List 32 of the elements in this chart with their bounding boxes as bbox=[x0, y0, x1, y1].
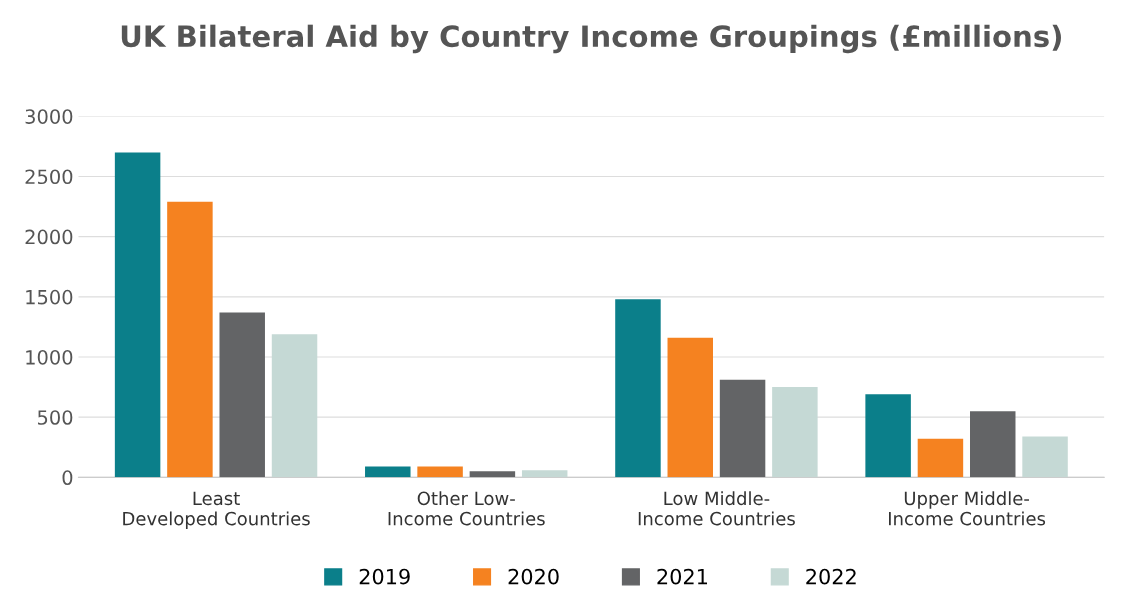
bar bbox=[271, 334, 318, 478]
bar bbox=[114, 152, 161, 478]
bar bbox=[167, 201, 213, 478]
y-tick-label: 0 bbox=[62, 470, 73, 486]
legend-label: 2020 bbox=[508, 568, 559, 585]
bar bbox=[970, 411, 1016, 478]
bar bbox=[1022, 436, 1068, 478]
y-tick-label: 1500 bbox=[26, 289, 73, 305]
x-tick-label: Other Low- Income Countries bbox=[388, 491, 545, 526]
y-tick-label: 2500 bbox=[25, 169, 73, 185]
y-tick-label: 1000 bbox=[26, 349, 73, 365]
chart-title: UK Bilateral Aid by Country Income Groupings (£millions) bbox=[121, 24, 1061, 54]
y-tick-label: 2000 bbox=[25, 229, 73, 245]
y-tick-label: 3000 bbox=[25, 109, 73, 124]
bar bbox=[719, 379, 766, 478]
bar bbox=[417, 466, 463, 478]
legend-label: 2022 bbox=[806, 568, 856, 585]
y-tick-label: 500 bbox=[38, 410, 73, 425]
bar bbox=[521, 470, 568, 478]
legend-label: 2021 bbox=[657, 568, 708, 585]
bar bbox=[219, 312, 265, 478]
x-tick-label: Least Developed Countries bbox=[123, 491, 310, 529]
bar bbox=[469, 471, 516, 478]
bar bbox=[615, 299, 661, 478]
bar bbox=[365, 466, 411, 478]
bar bbox=[667, 337, 713, 478]
legend-label: 2019 bbox=[359, 568, 410, 585]
bar bbox=[917, 438, 964, 478]
x-tick-label: Low Middle- Income Countries bbox=[638, 491, 795, 526]
bar bbox=[772, 387, 818, 478]
x-tick-label: Upper Middle- Income Countries bbox=[888, 491, 1046, 526]
bar bbox=[865, 394, 911, 478]
